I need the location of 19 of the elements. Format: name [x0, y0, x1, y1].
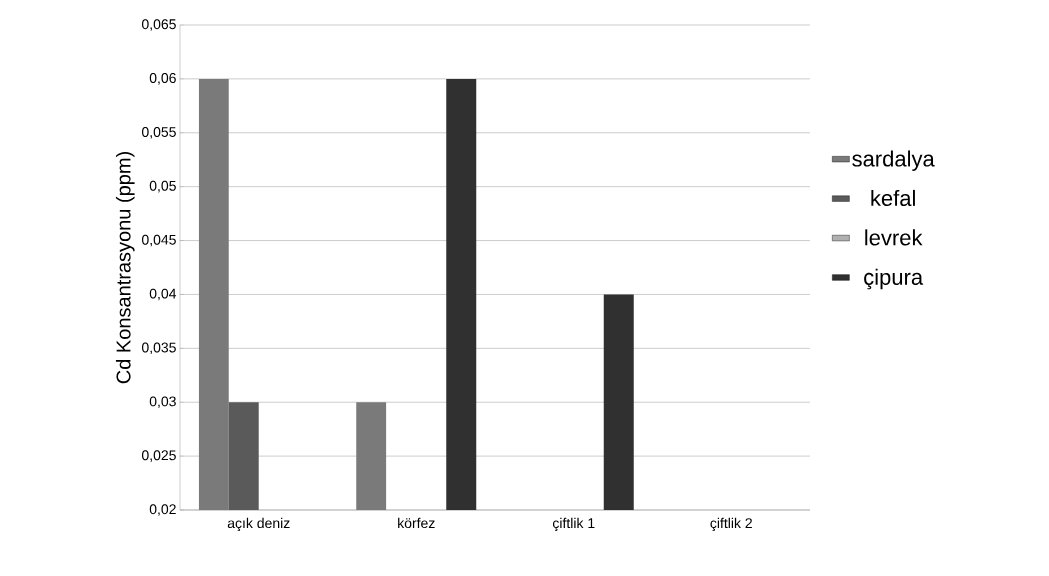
- y-tick-label: 0,04: [149, 288, 177, 301]
- y-tick-label: 0,03: [149, 396, 176, 408]
- y-tick-label: 0,025: [141, 450, 176, 462]
- y-tick-label: 0,06: [149, 73, 176, 85]
- y-tick-label: 0,045: [141, 234, 176, 247]
- legend-label: çipura: [864, 268, 924, 290]
- y-tick-label: 0,055: [141, 126, 176, 139]
- y-tick-label: 0,02: [149, 504, 176, 516]
- x-tick-label: çiftlik 2: [710, 517, 752, 531]
- legend-label: kefal: [871, 189, 915, 207]
- y-tick-label: 0,05: [149, 180, 176, 193]
- x-tick-label: çiftlik 1: [552, 517, 595, 531]
- legend-label: sardalya: [852, 150, 935, 171]
- legend-label: levrek: [865, 229, 923, 246]
- x-tick-label: körfez: [398, 517, 435, 529]
- y-tick-label: 0,065: [141, 19, 176, 31]
- x-tick-label: açık deniz: [227, 517, 290, 531]
- y-tick-label: 0,035: [141, 342, 176, 355]
- y-axis-title: Cd Konsantrasyonu (ppm): [115, 152, 135, 384]
